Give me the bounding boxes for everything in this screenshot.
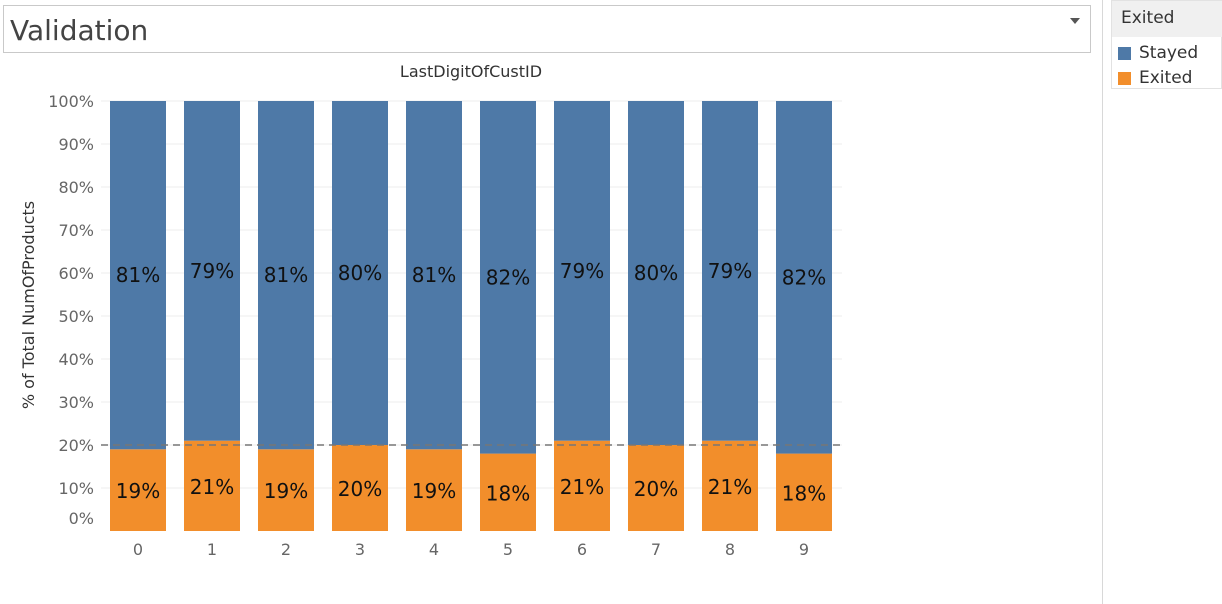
bar-exited: [480, 453, 536, 531]
y-tick-label: 40%: [58, 350, 94, 369]
bar-stayed: [406, 101, 462, 450]
stacked-bar-chart: 0% 10% 20% 30% 40% 50% 60% 70% 80% 90% 100% 19% 81% 0…: [19, 62, 842, 559]
bar-stayed: [332, 101, 388, 445]
y-tick-label: 90%: [58, 135, 94, 154]
bar-stayed: [258, 101, 314, 450]
legend-label-exited: Exited: [1139, 68, 1193, 88]
bar-exited: [554, 440, 610, 531]
data-label-exited: 19%: [412, 479, 456, 503]
data-label-exited: 18%: [486, 481, 530, 505]
data-label-exited: 18%: [782, 481, 826, 505]
x-tick-label: 1: [207, 540, 217, 559]
filter-selected-value: Validation: [10, 14, 149, 47]
x-tick-label: 7: [651, 540, 661, 559]
data-label-stayed: 82%: [782, 265, 826, 289]
legend-swatch-exited: [1118, 72, 1131, 85]
data-label-exited: 19%: [116, 479, 160, 503]
x-tick-label: 4: [429, 540, 439, 559]
data-label-exited: 21%: [708, 475, 752, 499]
data-label-stayed: 80%: [338, 261, 382, 285]
chevron-down-icon[interactable]: [1070, 18, 1080, 24]
x-tick-label: 2: [281, 540, 291, 559]
data-label-exited: 21%: [190, 475, 234, 499]
data-label-exited: 20%: [338, 477, 382, 501]
data-label-stayed: 80%: [634, 261, 678, 285]
chart-title: LastDigitOfCustID: [400, 62, 542, 81]
bar-stayed: [628, 101, 684, 445]
legend-title: Exited: [1121, 8, 1175, 28]
y-tick-label: 100%: [48, 92, 94, 111]
legend-label-stayed: Stayed: [1139, 43, 1199, 63]
data-label-stayed: 79%: [190, 259, 234, 283]
legend-swatch-stayed: [1118, 47, 1131, 60]
bar-exited: [332, 445, 388, 531]
y-tick-label: 30%: [58, 393, 94, 412]
data-label-stayed: 81%: [264, 263, 308, 287]
bar-exited: [258, 449, 314, 531]
y-tick-label: 0%: [69, 509, 94, 528]
y-axis-label: % of Total NumOfProducts: [19, 201, 38, 409]
y-tick-label: 50%: [58, 307, 94, 326]
bar-exited: [702, 440, 758, 531]
x-tick-label: 6: [577, 540, 587, 559]
data-label-exited: 20%: [634, 477, 678, 501]
bar-exited: [406, 449, 462, 531]
bar-exited: [628, 445, 684, 531]
dataset-filter-dropdown[interactable]: Validation: [3, 5, 1091, 53]
data-label-stayed: 82%: [486, 265, 530, 289]
y-tick-label: 70%: [58, 221, 94, 240]
data-label-stayed: 81%: [116, 263, 160, 287]
x-tick-label: 8: [725, 540, 735, 559]
bar-stayed: [110, 101, 166, 450]
x-tick-label: 0: [133, 540, 143, 559]
y-tick-label: 60%: [58, 264, 94, 283]
x-tick-label: 5: [503, 540, 513, 559]
y-tick-label: 10%: [58, 479, 94, 498]
bar-stayed: [184, 101, 240, 441]
panel-divider: [1102, 0, 1103, 604]
bar-exited: [184, 440, 240, 531]
data-label-stayed: 79%: [560, 259, 604, 283]
bar-stayed: [480, 101, 536, 454]
bar-stayed: [554, 101, 610, 441]
data-label-stayed: 79%: [708, 259, 752, 283]
data-label-exited: 19%: [264, 479, 308, 503]
data-label-exited: 21%: [560, 475, 604, 499]
x-tick-label: 3: [355, 540, 365, 559]
bar-exited: [110, 449, 166, 531]
color-legend: Exited Stayed Exited: [1111, 0, 1222, 89]
legend-header: Exited: [1112, 1, 1222, 37]
y-tick-label: 80%: [58, 178, 94, 197]
bar-exited: [776, 453, 832, 531]
y-tick-label: 20%: [58, 436, 94, 455]
bar-stayed: [776, 101, 832, 454]
bar-stayed: [702, 101, 758, 441]
data-label-stayed: 81%: [412, 263, 456, 287]
x-tick-label: 9: [799, 540, 809, 559]
